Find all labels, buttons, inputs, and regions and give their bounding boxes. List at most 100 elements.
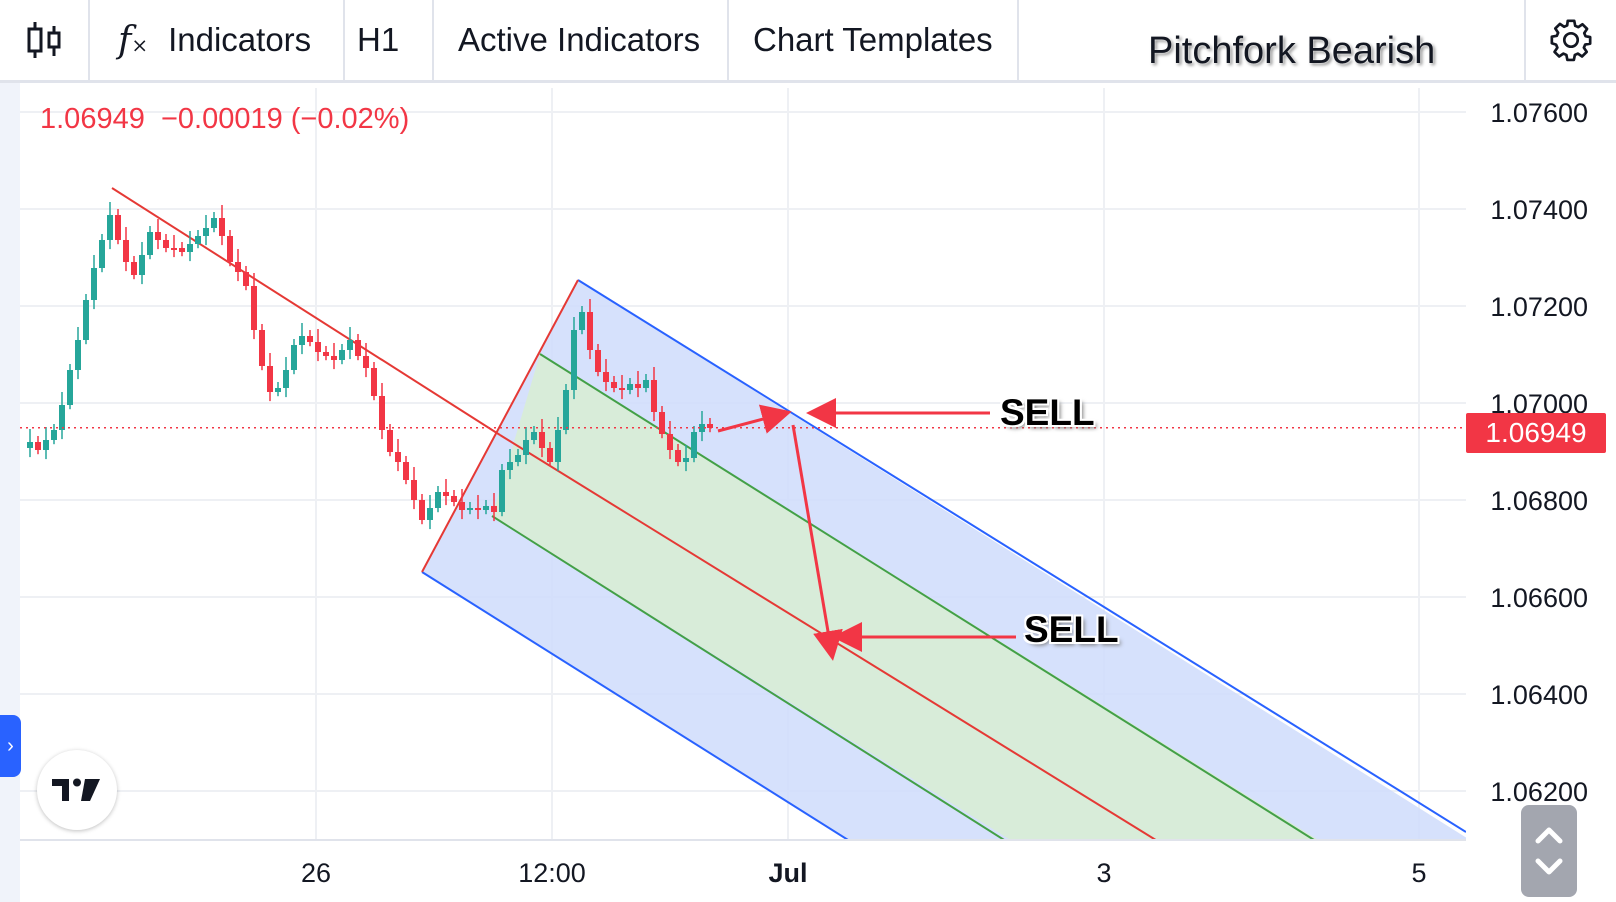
candle-body — [659, 412, 665, 434]
candle-body — [283, 370, 289, 388]
chevron-right-icon: › — [7, 734, 14, 757]
candle-body — [555, 430, 561, 462]
arrow-to-median-line — [791, 424, 843, 661]
candle-body — [475, 508, 481, 510]
candle-body — [123, 240, 129, 262]
candle-body — [355, 340, 361, 356]
indicators-label: Indicators — [168, 21, 312, 58]
active-indicators-button[interactable]: Active Indicators — [434, 0, 729, 80]
pitchfork-handle — [421, 279, 579, 573]
sell-label-lower: SELL — [1024, 609, 1119, 650]
candle-body — [371, 368, 377, 396]
candlestick-icon — [27, 22, 61, 58]
interval-button[interactable]: H1 — [345, 0, 434, 80]
gear-icon — [1550, 19, 1592, 62]
candle-body — [307, 336, 313, 342]
candle-body — [299, 336, 305, 345]
candle-body — [675, 450, 681, 462]
candle-body — [603, 372, 609, 382]
chart-canvas[interactable]: 1.076001.074001.072001.070001.068001.066… — [0, 83, 1616, 902]
candle-body — [643, 380, 649, 388]
scroll-price-button[interactable] — [1521, 805, 1577, 897]
candle-body — [611, 382, 617, 388]
price-axis-tick: 1.06600 — [1490, 583, 1588, 613]
candle-body — [635, 384, 641, 388]
chevron-up-down-icon — [1535, 827, 1563, 875]
candle-body — [499, 470, 505, 512]
candle-body — [539, 432, 545, 448]
candle-body — [75, 340, 81, 370]
candle-body — [179, 248, 185, 252]
candle-body — [691, 432, 697, 458]
current-price-label: 1.06949 — [1466, 413, 1606, 453]
chart-templates-button[interactable]: Chart Templates — [729, 0, 1019, 80]
candle-body — [339, 350, 345, 360]
candle-body — [43, 440, 49, 450]
candle-body — [363, 356, 369, 368]
candle-body — [619, 388, 625, 390]
time-axis-tick: 26 — [301, 858, 331, 888]
pitchfork-drawing — [421, 279, 1466, 840]
candle-body — [323, 352, 329, 356]
price-axis-tick: 1.06800 — [1490, 486, 1588, 516]
candle-body — [515, 455, 521, 462]
candle-body — [547, 448, 553, 462]
candle-body — [347, 340, 353, 350]
time-axis-tick: 12:00 — [518, 858, 586, 888]
candle-body — [379, 396, 385, 430]
candle-body — [27, 442, 33, 448]
time-axis-tick: 5 — [1411, 858, 1426, 888]
candle-body — [467, 508, 473, 510]
candle-body — [131, 262, 137, 275]
chart-type-button[interactable] — [0, 0, 90, 80]
candle-body — [147, 232, 153, 255]
candle-body — [243, 272, 249, 286]
candle-body — [203, 228, 209, 236]
price-axis-tick: 1.07600 — [1490, 98, 1588, 128]
bearish-trend-line — [111, 187, 501, 436]
tradingview-logo-icon[interactable] — [37, 750, 117, 830]
candle-body — [59, 405, 65, 430]
candle-body — [491, 506, 497, 512]
candle-body — [163, 240, 169, 248]
candle-body — [35, 442, 41, 450]
candle-body — [187, 244, 193, 252]
candle-body — [507, 462, 513, 470]
price-axis-tick: 1.06200 — [1490, 777, 1588, 807]
candle-body — [387, 430, 393, 452]
candle-body — [107, 215, 113, 240]
candle-body — [563, 390, 569, 430]
interval-label: H1 — [357, 21, 400, 58]
sell-label-upper: SELL — [1000, 392, 1095, 433]
candle-body — [451, 496, 457, 502]
candle-body — [531, 432, 537, 440]
price-axis-tick: 1.07400 — [1490, 195, 1588, 225]
chart-area[interactable]: 1.07600 1.07400 1.07200 1.07000 1.06800 1.066… — [0, 83, 1616, 902]
candle-body — [419, 500, 425, 520]
expand-sidebar-button[interactable]: › — [0, 715, 21, 777]
function-icon: f× — [118, 19, 149, 61]
candle-body — [83, 300, 89, 340]
candle-body — [139, 255, 145, 275]
candle-body — [411, 480, 417, 500]
indicators-button[interactable]: f× Indicators — [90, 0, 345, 80]
candle-body — [459, 502, 465, 510]
candle-body — [171, 248, 177, 250]
pitchfork-inner-fill — [492, 354, 1319, 840]
candle-body — [427, 508, 433, 520]
candle-body — [155, 232, 161, 240]
active-indicators-label: Active Indicators — [458, 21, 701, 58]
price-legend: 1.06949 −0.00019 (−0.02%) — [40, 103, 410, 135]
candle-body — [435, 492, 441, 508]
pitchfork-upper-line — [577, 279, 1466, 833]
top-toolbar: f× Indicators H1 Active Indicators Chart… — [0, 0, 1616, 83]
price-axis-tick: 1.07200 — [1490, 292, 1588, 322]
settings-button[interactable] — [1524, 0, 1616, 80]
candle-body — [587, 312, 593, 350]
price-axis-tick: 1.06400 — [1490, 680, 1588, 710]
candle-body — [51, 430, 57, 440]
chart-templates-label: Chart Templates — [753, 21, 993, 58]
candle-body — [595, 350, 601, 372]
candle-body — [315, 342, 321, 352]
pitchfork-lower-line — [421, 571, 850, 840]
